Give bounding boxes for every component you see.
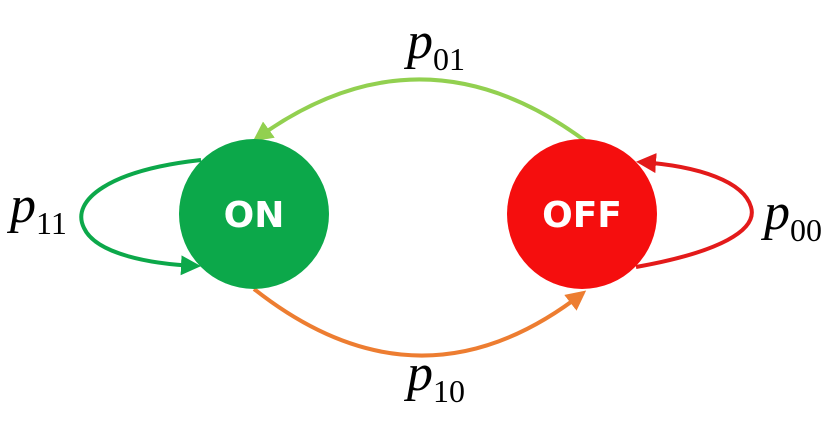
label-p10-symbol: p — [403, 345, 433, 402]
label-p11-subscript: 11 — [36, 205, 67, 241]
label-p00-symbol: p — [760, 184, 790, 241]
label-p01: p01 — [403, 13, 465, 77]
label-p01-subscript: 01 — [433, 41, 465, 77]
label-p00: p00 — [760, 184, 822, 248]
self-loop-arrow-p11 — [79, 158, 202, 276]
state-on-label: ON — [224, 195, 285, 236]
label-p11-symbol: p — [6, 177, 36, 234]
label-p11: p11 — [6, 177, 67, 241]
label-p10-subscript: 10 — [433, 373, 465, 409]
transition-arrow-p10 — [252, 287, 587, 358]
label-p01-symbol: p — [403, 13, 433, 70]
state-off-label: OFF — [542, 195, 622, 236]
state-on-node — [179, 139, 329, 289]
transition-arrow-p01 — [252, 77, 590, 145]
label-p00-subscript: 00 — [790, 212, 822, 248]
state-off-node — [507, 139, 657, 289]
self-loop-arrow-p00 — [635, 153, 754, 269]
label-p10: p10 — [403, 345, 465, 409]
